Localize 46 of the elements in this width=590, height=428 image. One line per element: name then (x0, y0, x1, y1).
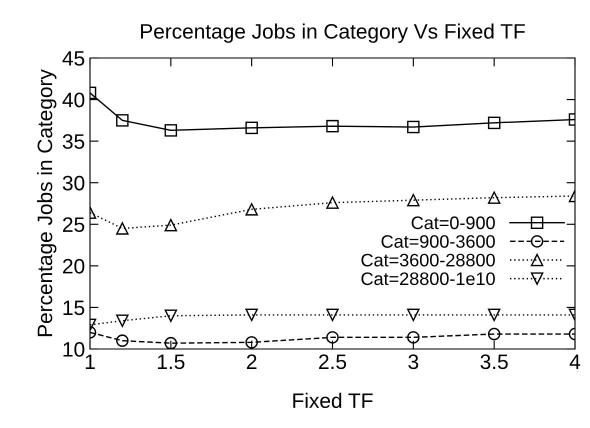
legend-label: Cat=900-3600 (382, 235, 495, 248)
y-tick-label: 25 (63, 217, 84, 232)
x-tick-label: 1 (86, 354, 95, 369)
point (164, 309, 178, 322)
legend-label: Cat=28800-1e10 (361, 272, 495, 286)
point (164, 218, 178, 232)
point (407, 331, 420, 344)
x-tick-label: 3.5 (480, 354, 508, 370)
point (407, 308, 420, 322)
point (245, 308, 258, 322)
point (488, 328, 500, 340)
legend-label: Cat=3600-28800 (361, 254, 495, 266)
chart-title: Percentage Jobs in Category Vs Fixed TF (141, 23, 525, 43)
x-tick-label: 3 (408, 354, 418, 370)
point (326, 120, 339, 132)
point (407, 120, 420, 134)
y-tick-label: 40 (62, 92, 84, 108)
point (488, 191, 500, 204)
point (116, 334, 129, 347)
point (326, 196, 339, 209)
point (164, 124, 178, 137)
point (326, 331, 339, 344)
point (245, 122, 258, 134)
x-tick-label: 2 (246, 354, 256, 369)
point (407, 194, 420, 206)
point (116, 222, 129, 235)
x-axis-title: Fixed TF (293, 392, 373, 408)
point (116, 114, 129, 127)
y-tick-label: 45 (62, 51, 84, 66)
point (488, 116, 500, 130)
x-tick-label: 2.5 (319, 354, 346, 370)
y-tick-label: 30 (62, 176, 84, 190)
point (164, 336, 178, 349)
legend-label: Cat=0-900 (412, 216, 495, 230)
point (245, 203, 258, 216)
point (488, 308, 500, 322)
point (245, 336, 258, 349)
point (116, 314, 129, 327)
y-axis-title: Percentage Jobs in Category (36, 69, 56, 336)
point (326, 308, 339, 322)
y-tick-label: 35 (62, 134, 84, 149)
x-tick-label: 4 (570, 354, 580, 369)
y-tick-label: 20 (63, 258, 84, 274)
y-tick-label: 10 (64, 342, 84, 357)
y-tick-label: 15 (64, 300, 84, 316)
x-tick-label: 1.5 (158, 354, 184, 370)
